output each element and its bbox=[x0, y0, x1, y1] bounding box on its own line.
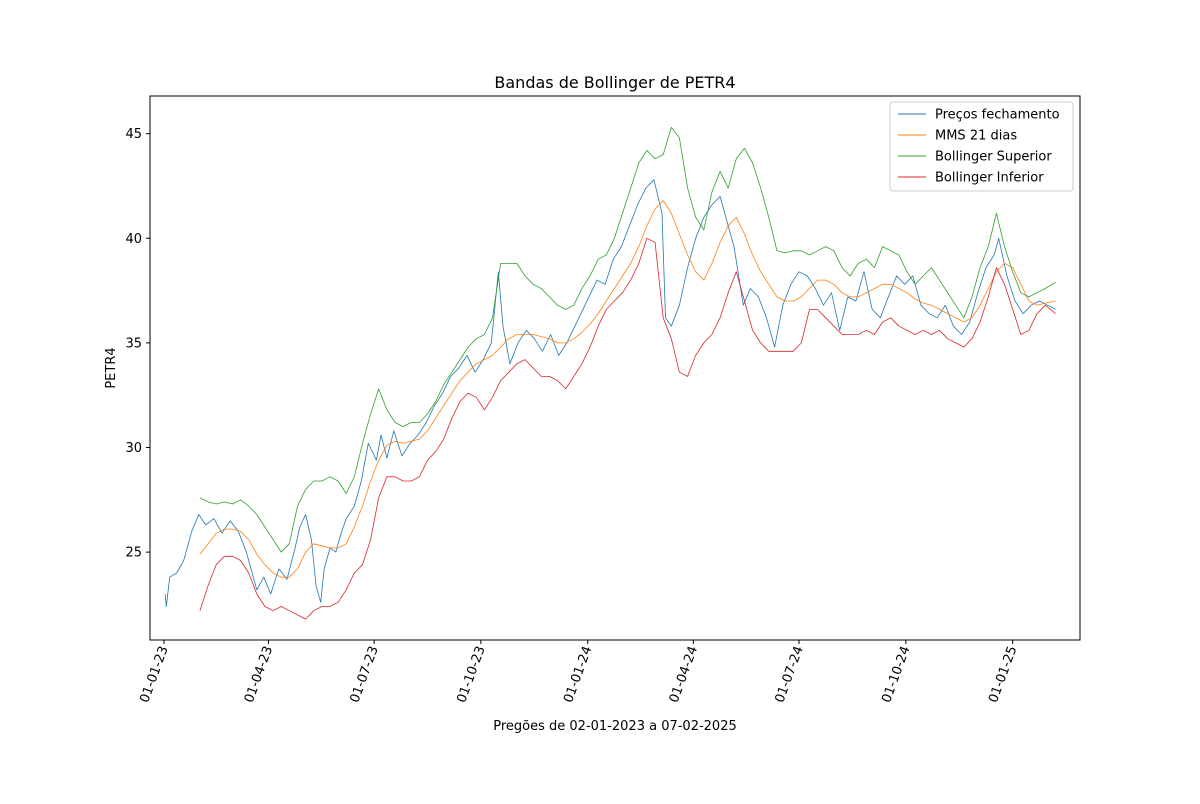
legend-label-1: MMS 21 dias bbox=[935, 129, 1017, 144]
legend-label-3: Bollinger Inferior bbox=[935, 171, 1044, 186]
legend-label-0: Preços fechamento bbox=[935, 108, 1060, 123]
legend-label-2: Bollinger Superior bbox=[935, 150, 1052, 165]
legend: Preços fechamento MMS 21 dias Bollinger Su… bbox=[889, 101, 1074, 192]
series-line-0 bbox=[164, 179, 1056, 607]
series-line-2 bbox=[199, 127, 1056, 553]
y-tick-label: 30 bbox=[125, 441, 142, 456]
series-layer bbox=[164, 127, 1056, 620]
y-tick-label: 25 bbox=[125, 546, 142, 561]
x-axis-label: Pregões de 02-01-2023 a 07-02-2025 bbox=[493, 719, 737, 734]
series-line-1 bbox=[199, 200, 1056, 578]
y-tick-label: 40 bbox=[125, 232, 142, 247]
y-tick-label: 35 bbox=[125, 336, 142, 351]
legend-box bbox=[889, 101, 1074, 192]
chart-title: Bandas de Bollinger de PETR4 bbox=[494, 73, 735, 92]
plot-frame bbox=[149, 95, 1081, 641]
series-line-3 bbox=[199, 237, 1056, 620]
y-axis-label: PETR4 bbox=[104, 347, 119, 388]
y-tick-label: 45 bbox=[125, 127, 142, 142]
